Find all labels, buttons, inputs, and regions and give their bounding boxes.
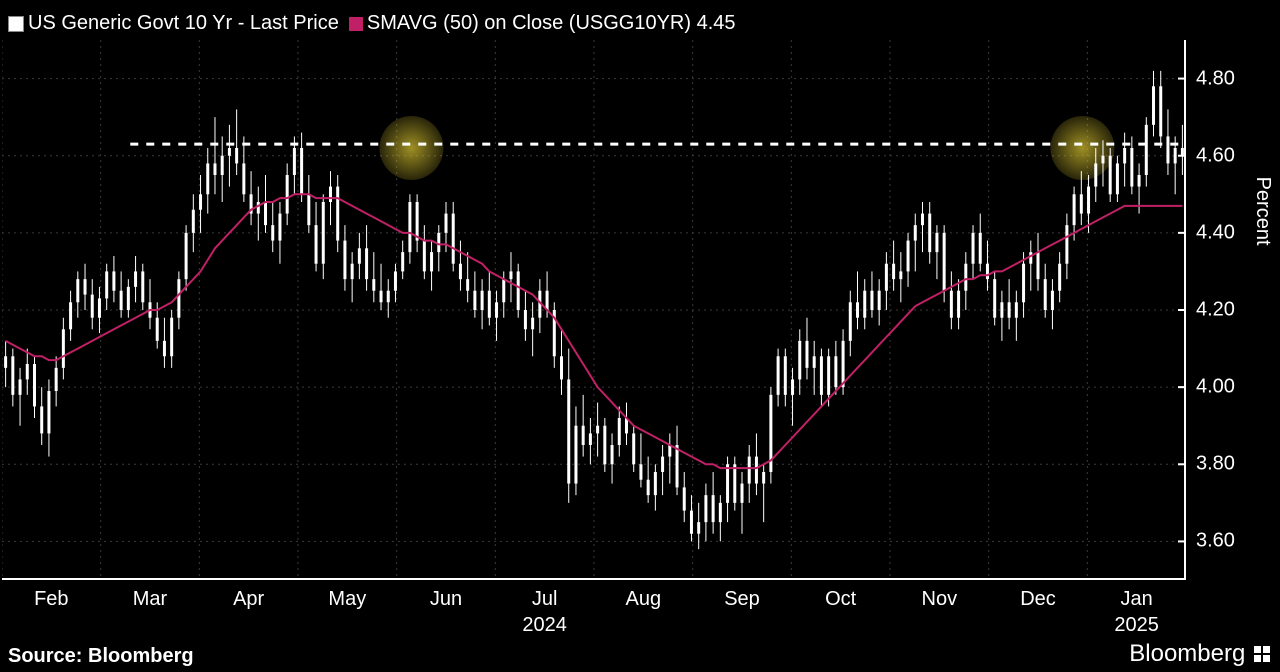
y-tick-label: 4.80 [1196, 67, 1235, 90]
y-tick-label: 3.60 [1196, 530, 1235, 553]
x-tick-label: Jul [532, 588, 558, 611]
brand-icon [1254, 646, 1270, 662]
x-tick-label: Nov [922, 588, 958, 611]
y-axis-title: Percent [1251, 177, 1274, 246]
x-tick-label: Apr [233, 588, 264, 611]
y-tick-label: 4.20 [1196, 299, 1235, 322]
legend-label-sma: SMAVG (50) on Close (USGG10YR) 4.45 [367, 12, 736, 35]
legend-item-price: US Generic Govt 10 Yr - Last Price [8, 12, 339, 35]
legend-item-sma: SMAVG (50) on Close (USGG10YR) 4.45 [349, 12, 736, 35]
x-tick-label: Dec [1020, 588, 1056, 611]
y-tick-label: 4.60 [1196, 144, 1235, 167]
x-tick-label: Sep [724, 588, 760, 611]
legend-swatch-price [8, 16, 24, 32]
x-tick-label: Jun [430, 588, 462, 611]
chart-container: US Generic Govt 10 Yr - Last Price SMAVG… [0, 0, 1280, 672]
legend-swatch-sma [349, 17, 363, 31]
y-tick-label: 3.80 [1196, 453, 1235, 476]
x-year-label: 2024 [522, 614, 567, 637]
x-tick-label: Feb [34, 588, 68, 611]
x-axis-labels: Feb Mar Apr May Jun Jul Aug Sep Oct Nov Dec Jan [2, 588, 1186, 618]
brand-text: Bloomberg [1129, 640, 1245, 667]
brand: Bloomberg [1129, 640, 1270, 668]
y-axis-labels: 3.60 3.80 4.00 4.20 4.40 4.60 4.80 [1190, 40, 1250, 580]
x-year-label: 2025 [1114, 614, 1159, 637]
legend-label-price: US Generic Govt 10 Yr - Last Price [28, 12, 339, 35]
plot-svg [2, 40, 1186, 580]
plot-area [2, 40, 1186, 580]
y-tick-label: 4.00 [1196, 376, 1235, 399]
x-tick-label: Oct [825, 588, 856, 611]
x-tick-label: Mar [133, 588, 167, 611]
x-tick-label: Jan [1121, 588, 1153, 611]
x-tick-label: May [328, 588, 366, 611]
legend: US Generic Govt 10 Yr - Last Price SMAVG… [8, 12, 736, 35]
x-tick-label: Aug [626, 588, 662, 611]
y-tick-label: 4.40 [1196, 221, 1235, 244]
source-text: Source: Bloomberg [8, 645, 194, 668]
